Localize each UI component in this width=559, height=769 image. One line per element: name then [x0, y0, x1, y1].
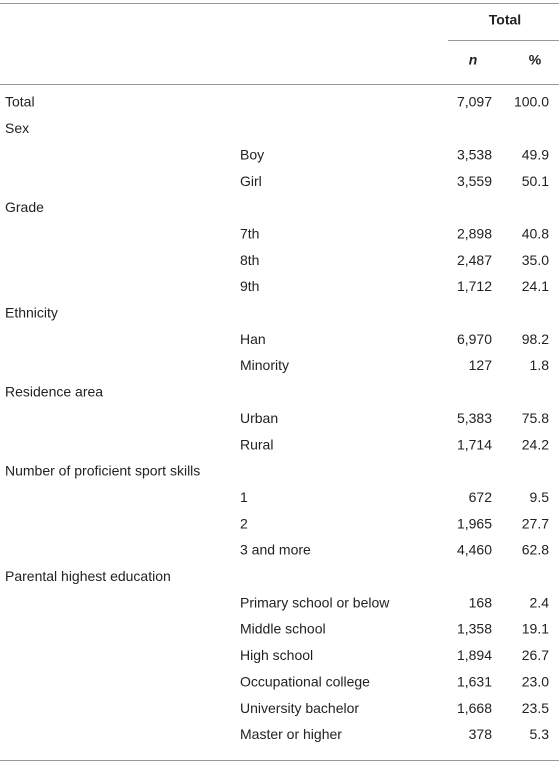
- cell-n: 1,894: [457, 647, 492, 663]
- cell-pct: 100.0: [514, 94, 549, 110]
- row-group-label: Total: [5, 94, 35, 110]
- cell-n: 1,712: [457, 278, 492, 294]
- cell-pct: 35.0: [522, 252, 549, 268]
- cell-n: 1,668: [457, 700, 492, 716]
- cell-n: 1,631: [457, 673, 492, 689]
- cell-pct: 2.4: [530, 594, 550, 610]
- cell-pct: 40.8: [522, 225, 549, 241]
- row-item-label: High school: [240, 647, 313, 663]
- row-item-label: Han: [240, 331, 266, 347]
- cell-pct: 75.8: [522, 410, 549, 426]
- cell-n: 1,965: [457, 515, 492, 531]
- cell-n: 672: [469, 489, 493, 505]
- row-item-label: Minority: [240, 357, 289, 373]
- cell-n: 1,714: [457, 436, 492, 452]
- row-item-label: 9th: [240, 278, 259, 294]
- cell-n: 5,383: [457, 410, 492, 426]
- cell-pct: 24.1: [522, 278, 549, 294]
- row-item-label: Rural: [240, 436, 273, 452]
- cell-pct: 24.2: [522, 436, 549, 452]
- cell-n: 168: [469, 594, 493, 610]
- cell-pct: 23.0: [522, 673, 549, 689]
- cell-n: 2,898: [457, 225, 492, 241]
- cell-n: 2,487: [457, 252, 492, 268]
- row-item-label: University bachelor: [240, 700, 359, 716]
- cell-n: 378: [469, 726, 493, 742]
- row-item-label: Urban: [240, 410, 278, 426]
- row-item-label: Girl: [240, 173, 262, 189]
- cell-pct: 50.1: [522, 173, 549, 189]
- cell-n: 1,358: [457, 621, 492, 637]
- header-group: Total: [489, 12, 521, 28]
- row-item-label: 8th: [240, 252, 259, 268]
- row-group-label: Ethnicity: [5, 305, 58, 321]
- column-header: %: [529, 52, 542, 68]
- cell-pct: 26.7: [522, 647, 549, 663]
- row-group-label: Grade: [5, 199, 44, 215]
- cell-pct: 98.2: [522, 331, 549, 347]
- cell-pct: 49.9: [522, 146, 549, 162]
- row-item-label: Middle school: [240, 621, 326, 637]
- column-header: n: [469, 52, 478, 68]
- row-item-label: 2: [240, 515, 248, 531]
- row-item-label: 3 and more: [240, 542, 311, 558]
- row-item-label: Boy: [240, 146, 264, 162]
- cell-n: 3,559: [457, 173, 492, 189]
- row-group-label: Sex: [5, 120, 29, 136]
- row-item-label: 1: [240, 489, 248, 505]
- cell-pct: 27.7: [522, 515, 549, 531]
- cell-pct: 62.8: [522, 542, 549, 558]
- cell-pct: 5.3: [530, 726, 550, 742]
- cell-pct: 23.5: [522, 700, 549, 716]
- cell-pct: 1.8: [530, 357, 550, 373]
- cell-pct: 9.5: [530, 489, 550, 505]
- row-item-label: Primary school or below: [240, 594, 390, 610]
- row-item-label: Master or higher: [240, 726, 342, 742]
- cell-n: 4,460: [457, 542, 492, 558]
- row-group-label: Number of proficient sport skills: [5, 463, 200, 479]
- row-group-label: Parental highest education: [5, 568, 171, 584]
- cell-n: 3,538: [457, 146, 492, 162]
- cell-n: 127: [469, 357, 493, 373]
- cell-n: 6,970: [457, 331, 492, 347]
- row-group-label: Residence area: [5, 384, 103, 400]
- cell-n: 7,097: [457, 94, 492, 110]
- cell-pct: 19.1: [522, 621, 549, 637]
- row-item-label: Occupational college: [240, 673, 370, 689]
- row-item-label: 7th: [240, 225, 259, 241]
